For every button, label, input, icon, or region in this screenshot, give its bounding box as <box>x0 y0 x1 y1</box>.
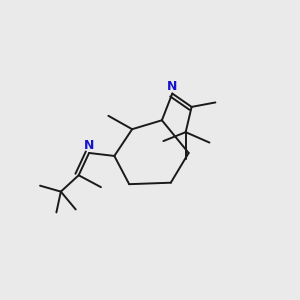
Text: N: N <box>167 80 178 93</box>
Text: N: N <box>84 139 94 152</box>
